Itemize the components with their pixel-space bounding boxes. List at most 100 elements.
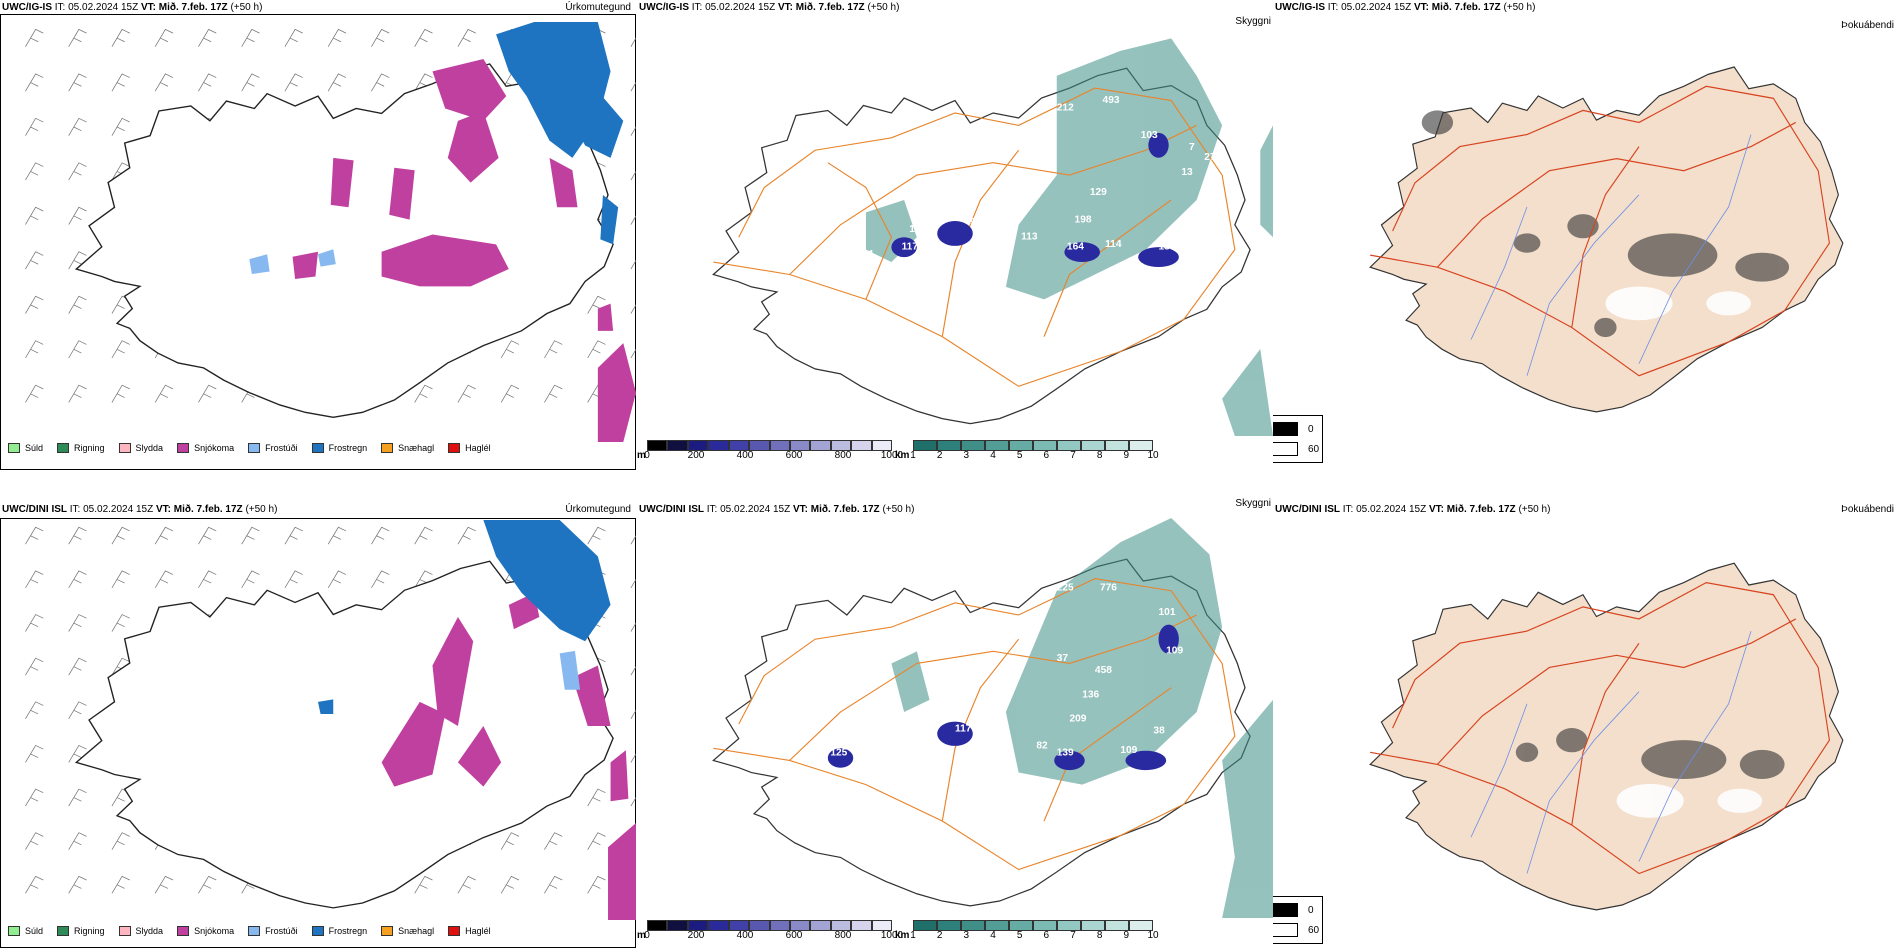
fog-legend-swatch [1273, 903, 1298, 917]
colorbar-segment [687, 440, 709, 451]
precip-legend-item: Haglél [448, 443, 491, 453]
legend-swatch [248, 443, 261, 453]
precip-legend-item: Súld [8, 926, 43, 936]
colorbar-segment [985, 440, 1009, 451]
colorbar-segment [749, 920, 770, 931]
panel-header: UWC/IG-IS IT: 05.02.2024 15Z VT: Mið. 7.… [639, 2, 900, 13]
visibility-label: 27 [1204, 152, 1216, 163]
visibility-label: 98 [970, 217, 982, 228]
legend-label: Haglél [465, 443, 491, 453]
panel-title: Úrkomutegund [565, 2, 631, 13]
panel-header: UWC/IG-IS IT: 05.02.2024 15Z VT: Mið. 7.… [1275, 2, 1536, 13]
fog-legend-swatch [1273, 442, 1298, 456]
panel-title: Skyggni [1235, 16, 1271, 27]
colorbar-tick: 1 [910, 930, 916, 941]
precip-legend-item: Snjókoma [177, 926, 234, 936]
visibility-colorbar [913, 440, 1153, 451]
colorbar-segment [851, 440, 872, 451]
colorbar-segment [647, 440, 668, 451]
colorbar-segment [1033, 440, 1057, 451]
colorbar-segment [1105, 920, 1129, 931]
colorbar-tick: 800 [834, 450, 852, 461]
colorbar-segment [937, 440, 961, 451]
colorbar-tick: 800 [834, 930, 852, 941]
colorbar-segment [961, 920, 985, 931]
precip-legend-item: Rigning [57, 443, 105, 453]
colorbar-segment [871, 440, 893, 451]
legend-label: Rigning [74, 926, 105, 936]
visibility-label: 139 [1057, 748, 1074, 759]
colorbar-segment [1129, 920, 1153, 931]
colorbar-segment [1009, 920, 1033, 931]
colorbar-segment [1033, 920, 1057, 931]
colorbar-tick: 10 [1147, 930, 1159, 941]
colorbar-segment [830, 440, 852, 451]
colorbar-tick: 5 [1016, 450, 1023, 461]
height-unit: m [637, 450, 646, 461]
colorbar-segment [1057, 440, 1081, 451]
colorbar-tick: 2 [936, 930, 943, 941]
visibility-colorbar [913, 920, 1153, 931]
visibility-label: 776 [1100, 583, 1117, 594]
visibility-panel-bottom: UWC/DINI ISL IT: 05.02.2024 15Z VT: Mið.… [637, 478, 1273, 950]
visibility-label: 11 [863, 249, 874, 260]
colorbar-tick: 7 [1070, 930, 1076, 941]
colorbar-segment [1105, 440, 1129, 451]
colorbar-segment [667, 440, 688, 451]
visibility-label: 135 [1159, 242, 1176, 253]
colorbar-tick: 5 [1016, 930, 1023, 941]
legend-label: Súld [25, 926, 44, 936]
visibility-label: 123 [909, 224, 926, 235]
legend-label: Snæhagl [398, 443, 435, 453]
colorbar-segment [810, 440, 831, 451]
legend-label: Snjókoma [194, 443, 235, 453]
snow-areas [292, 59, 636, 442]
visibility-panel-top: UWC/IG-IS IT: 05.02.2024 15Z VT: Mið. 7.… [637, 0, 1273, 470]
visibility-label: 117 [955, 724, 972, 735]
legend-swatch [8, 443, 20, 453]
colorbar-segment [961, 440, 985, 451]
visibility-label: 13 [1181, 167, 1193, 178]
colorbar-tick: 6 [1043, 450, 1050, 461]
legend-swatch [448, 926, 461, 936]
fog-panel-bottom: UWC/DINI ISL IT: 05.02.2024 15Z VT: Mið.… [1273, 478, 1900, 950]
precip-legend-item: Frostúði [248, 926, 298, 936]
visibility-label: 125 [830, 748, 847, 759]
legend-label: Frostúði [265, 926, 298, 936]
precip-map [25, 22, 636, 442]
fog-map [1369, 66, 1844, 413]
precip-legend-item: Frostregn [311, 443, 368, 453]
visibility-label: 82 [1036, 740, 1048, 751]
roads [1370, 85, 1830, 377]
visibility-label: 493 [1103, 95, 1120, 106]
height-colorbar [647, 440, 893, 451]
legend-label: Slydda [135, 926, 164, 936]
colorbar-tick: 0 [644, 930, 650, 941]
colorbar-segment [1129, 440, 1153, 451]
colorbar-tick: 0 [644, 450, 650, 461]
colorbar-segment [851, 920, 872, 931]
panel-header: UWC/DINI ISL IT: 05.02.2024 15Z VT: Mið.… [639, 504, 915, 515]
colorbar-tick: 1 [910, 450, 916, 461]
colorbar-tick: 3 [963, 930, 970, 941]
colorbar-segment [1009, 440, 1033, 451]
colorbar-tick: 9 [1123, 450, 1130, 461]
colorbar-tick: 200 [687, 930, 705, 941]
legend-swatch [177, 926, 190, 936]
fog-areas [1421, 110, 1790, 338]
legend-label: Frostregn [328, 443, 368, 453]
legend-swatch [57, 443, 70, 453]
colorbar-tick: 10 [1147, 450, 1159, 461]
height-colorbar [647, 920, 893, 931]
legend-swatch [311, 926, 324, 936]
visibility-label: 212 [1057, 103, 1074, 114]
colorbar-tick: 200 [687, 450, 705, 461]
panel-title: Þokuábendi [1841, 20, 1894, 31]
legend-label: Frostúði [265, 443, 298, 453]
colorbar-tick: 8 [1096, 930, 1103, 941]
visibility-label: 43 [886, 719, 898, 730]
freezing-rain-areas [496, 22, 624, 245]
precip-legend: Súld Rigning Slydda Snjókoma Frostúði Frostre… [8, 443, 491, 453]
precip-legend-item: Frostregn [311, 926, 367, 936]
visibility-label: 50 [1212, 192, 1224, 203]
